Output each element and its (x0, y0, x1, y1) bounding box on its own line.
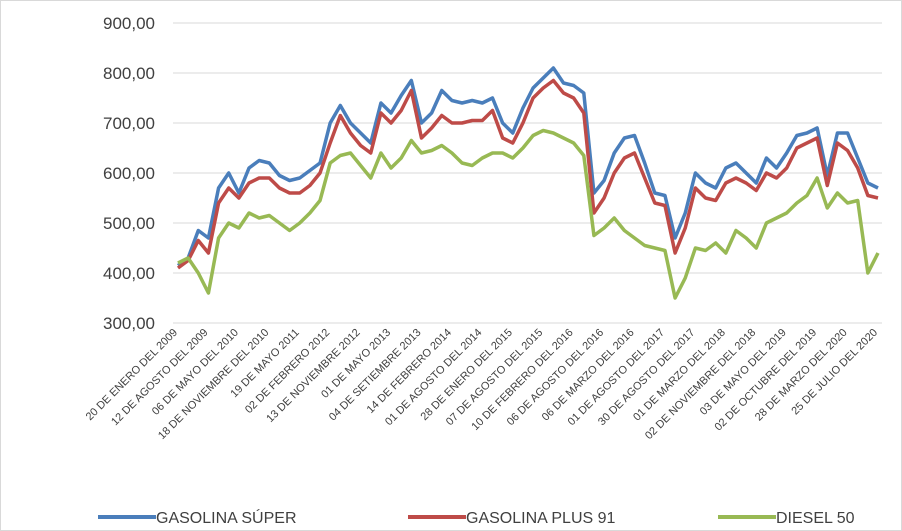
legend-label: GASOLINA SÚPER (156, 508, 297, 527)
y-tick-label: 600,00 (103, 164, 155, 183)
series-line (177, 128, 880, 300)
series-line (176, 78, 879, 270)
y-tick-label: 700,00 (103, 114, 155, 133)
y-tick-label: 400,00 (103, 264, 155, 283)
legend-label: GASOLINA PLUS 91 (466, 510, 616, 527)
y-tick-label: 800,00 (103, 64, 155, 83)
y-tick-label: 300,00 (103, 314, 155, 333)
y-tick-label: 500,00 (103, 214, 155, 233)
series-line (176, 66, 879, 267)
y-tick-label: 900,00 (103, 14, 155, 33)
legend-label: DIESEL 50 (776, 510, 855, 527)
